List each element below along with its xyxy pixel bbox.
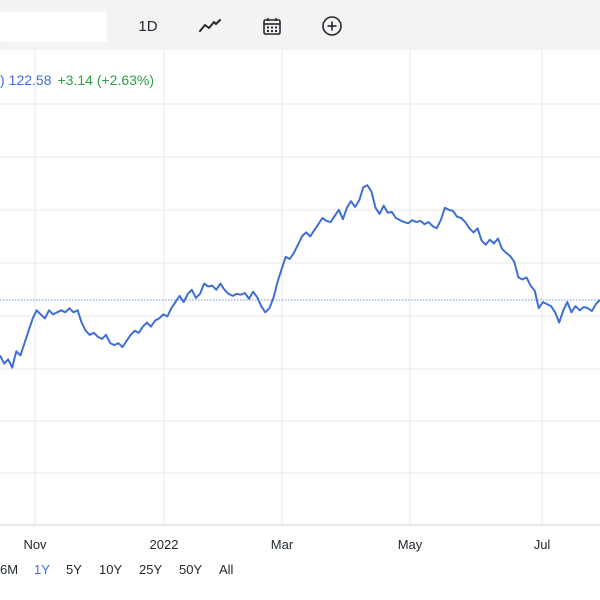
- line-chart-icon: [199, 19, 221, 32]
- date-range-button[interactable]: [256, 10, 288, 42]
- range-1y[interactable]: 1Y: [34, 562, 50, 577]
- x-tick-label: Mar: [271, 537, 294, 552]
- range-50y[interactable]: 50Y: [179, 562, 203, 577]
- x-tick-label: May: [398, 537, 423, 552]
- add-comparison-button[interactable]: [316, 10, 348, 42]
- price-chart[interactable]: Nov 2022 Mar May Jul: [0, 0, 600, 560]
- range-10y[interactable]: 10Y: [99, 562, 123, 577]
- quote-change: +3.14 (+2.63%): [57, 72, 155, 88]
- x-tick-label: 2022: [150, 537, 179, 552]
- plus-circle-icon: [322, 16, 342, 36]
- quote-summary: ) 122.58 +3.14 (+2.63%): [0, 72, 154, 88]
- quote-paren: ): [0, 72, 5, 88]
- quote-price: 122.58: [8, 72, 52, 88]
- range-6m[interactable]: 6M: [0, 562, 19, 577]
- range-5y[interactable]: 5Y: [66, 562, 82, 577]
- interval-button[interactable]: 1D: [138, 17, 158, 35]
- chart-type-button[interactable]: [193, 10, 227, 42]
- chart-toolbar: 1D: [0, 0, 600, 50]
- x-tick-label: Jul: [534, 537, 551, 552]
- range-25y[interactable]: 25Y: [139, 562, 163, 577]
- calendar-icon: [263, 18, 281, 35]
- price-line: [0, 184, 600, 369]
- symbol-search-input[interactable]: [0, 12, 107, 42]
- range-all[interactable]: All: [219, 562, 234, 577]
- x-tick-label: Nov: [23, 537, 47, 552]
